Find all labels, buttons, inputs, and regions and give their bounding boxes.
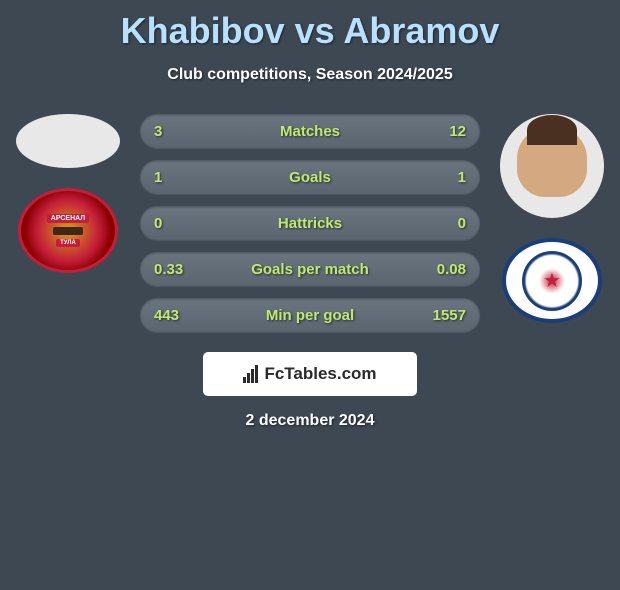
attribution-badge[interactable]: FcTables.com	[203, 352, 417, 396]
badge-left-text-bottom: ТУЛА	[56, 239, 80, 247]
stat-label: Hattricks	[278, 215, 342, 232]
comparison-date: 2 december 2024	[0, 412, 620, 430]
stat-label: Matches	[280, 123, 340, 140]
stat-label: Goals per match	[251, 261, 369, 278]
attribution-text: FcTables.com	[264, 364, 376, 384]
stat-left-value: 0	[154, 215, 162, 232]
stat-right-value: 12	[449, 123, 466, 140]
stat-label: Min per goal	[266, 307, 354, 324]
comparison-title: Khabibov vs Abramov	[0, 10, 620, 52]
avatar-face-icon	[517, 127, 587, 197]
cannon-icon	[53, 227, 83, 235]
comparison-subtitle: Club competitions, Season 2024/2025	[0, 66, 620, 84]
stat-right-value: 1557	[433, 307, 466, 324]
chart-icon	[243, 365, 258, 383]
stat-left-value: 0.33	[154, 261, 183, 278]
stat-bar: 0.33 Goals per match 0.08	[140, 252, 480, 286]
badge-left-inner: АРСЕНАЛ ТУЛА	[38, 206, 98, 256]
badge-left-text-top: АРСЕНАЛ	[47, 214, 89, 223]
player-left-avatar	[16, 114, 120, 168]
stat-label: Goals	[289, 169, 331, 186]
stat-bar: 1 Goals 1	[140, 160, 480, 194]
star-icon: ★	[543, 268, 561, 293]
player-right-column: ★	[492, 114, 612, 332]
stat-left-value: 3	[154, 123, 162, 140]
player-left-column: АРСЕНАЛ ТУЛА	[8, 114, 128, 332]
badge-right-inner: ★	[522, 251, 582, 311]
player-right-club-badge: ★	[502, 238, 602, 323]
stat-left-value: 1	[154, 169, 162, 186]
comparison-content: АРСЕНАЛ ТУЛА 3 Matches 12 1 Goals 1 0 Hattricks…	[0, 114, 620, 332]
player-right-avatar	[500, 114, 604, 218]
stat-bar: 3 Matches 12	[140, 114, 480, 148]
stat-bar: 0 Hattricks 0	[140, 206, 480, 240]
stat-left-value: 443	[154, 307, 179, 324]
player-left-club-badge: АРСЕНАЛ ТУЛА	[18, 188, 118, 273]
stat-right-value: 0	[458, 215, 466, 232]
stat-right-value: 1	[458, 169, 466, 186]
stats-column: 3 Matches 12 1 Goals 1 0 Hattricks 0 0.33 Goals pe…	[128, 114, 492, 332]
stat-bar: 443 Min per goal 1557	[140, 298, 480, 332]
stat-right-value: 0.08	[437, 261, 466, 278]
